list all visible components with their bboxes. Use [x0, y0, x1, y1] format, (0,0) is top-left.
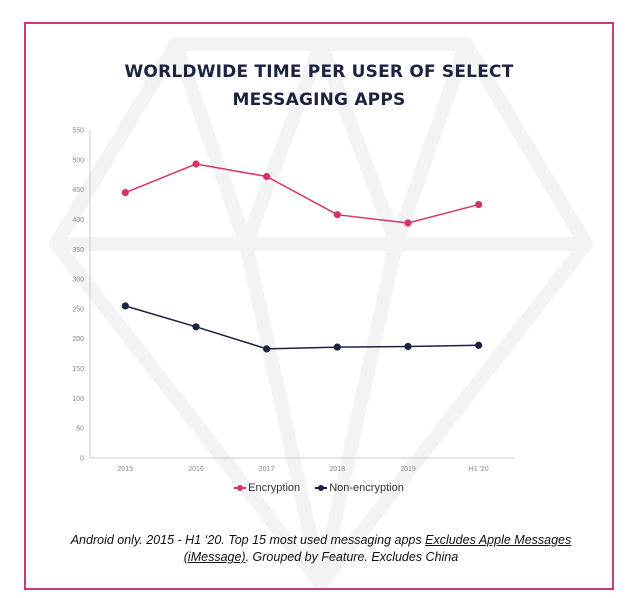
y-tick-label: 450 [72, 187, 84, 194]
y-tick-label: 350 [72, 247, 84, 254]
data-point-non-encryption [121, 302, 129, 310]
y-tick-label: 150 [72, 366, 84, 373]
data-point-encryption [121, 189, 129, 197]
data-point-encryption [475, 200, 483, 209]
y-tick-label: 200 [72, 336, 84, 343]
y-tick-label: 300 [72, 277, 84, 284]
series-line-non-encryption [125, 305, 479, 350]
y-tick-label: 250 [72, 306, 84, 313]
x-tick-label: 2018 [330, 466, 346, 473]
diamond-watermark [49, 37, 593, 588]
x-tick-label: 2015 [118, 466, 134, 473]
chart-title: WORLDWIDE TIME PER USER OF SELECT MESSAG… [26, 58, 612, 114]
footnote-link-excludes-apple-messages[interactable]: Excludes Apple Messages (iMessage) [183, 533, 572, 564]
data-point-non-encryption [333, 343, 341, 351]
legend-label-non-encryption: Non-encryption [329, 482, 404, 494]
data-point-encryption [263, 172, 271, 181]
chart-title-line-1: WORLDWIDE TIME PER USER OF SELECT [124, 62, 514, 82]
legend-swatch-encryption [234, 484, 247, 492]
legend-swatch-non-encryption [315, 484, 328, 492]
x-tick-label: 2017 [259, 466, 275, 473]
y-tick-label: 50 [76, 426, 84, 433]
footnote: Android only. 2015 - H1 ‘20. Top 15 most… [56, 532, 586, 566]
legend-item-non-encryption: Non-encryption [315, 482, 404, 494]
footnote-text-2: . Grouped by Feature. Excludes China [245, 550, 459, 564]
legend-item-encryption: Encryption [234, 482, 300, 494]
chart-frame: WORLDWIDE TIME PER USER OF SELECT MESSAG… [24, 22, 614, 590]
x-tick-label: 2016 [188, 466, 204, 473]
data-point-encryption [333, 211, 341, 219]
y-tick-label: 550 [72, 128, 84, 135]
data-point-non-encryption [263, 345, 271, 353]
legend: Encryption Non-encryption [26, 482, 612, 494]
y-tick-label: 100 [72, 396, 84, 403]
footnote-text-1: Android only. 2015 - H1 ‘20. Top 15 most… [70, 533, 426, 547]
data-point-encryption [404, 219, 412, 227]
y-tick-label: 400 [72, 217, 84, 224]
data-point-encryption [192, 160, 200, 168]
legend-label-encryption: Encryption [248, 482, 301, 494]
x-tick-label: 2019 [400, 466, 416, 473]
x-tick-label: H1 '20 [469, 466, 489, 473]
data-point-non-encryption [475, 341, 483, 349]
y-tick-label: 500 [72, 157, 84, 164]
y-tick-label: 0 [80, 456, 84, 463]
series-line-encryption [125, 163, 479, 224]
data-point-non-encryption [404, 342, 412, 351]
data-point-non-encryption [192, 323, 200, 331]
line-chart: 0 50 100 150 200 250 300 350 400 450 500 550 2015 201… [72, 128, 514, 473]
chart-title-line-2: MESSAGING APPS [232, 90, 406, 110]
